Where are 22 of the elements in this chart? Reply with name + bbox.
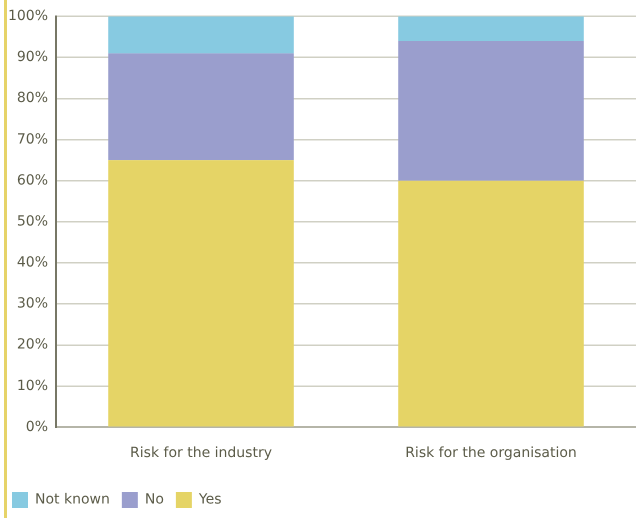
- y-tick-label: 90%: [16, 49, 48, 66]
- legend-label: Not known: [35, 492, 110, 508]
- y-tick-label: 60%: [16, 172, 48, 188]
- y-tick-label: 50%: [16, 213, 48, 230]
- x-tick-label: Risk for the organisation: [405, 445, 577, 462]
- x-tick-label: Risk for the industry: [130, 445, 272, 462]
- bar: [108, 16, 294, 54]
- y-tick-label: 40%: [16, 254, 48, 271]
- legend-label: No: [144, 492, 164, 508]
- y-tick-label: 80%: [16, 90, 48, 106]
- bar: [398, 16, 584, 42]
- y-tick-label: 0%: [26, 418, 48, 435]
- bar: [398, 41, 584, 181]
- bar: [108, 160, 294, 426]
- legend-label: Yes: [198, 492, 222, 508]
- y-tick-label: 20%: [16, 336, 48, 353]
- y-tick-label: 30%: [16, 296, 48, 312]
- y-tick-label: 100%: [8, 8, 48, 24]
- y-tick-label: 70%: [16, 131, 48, 148]
- bar: [108, 53, 294, 160]
- bar: [398, 180, 584, 426]
- y-tick-label: 10%: [16, 378, 48, 394]
